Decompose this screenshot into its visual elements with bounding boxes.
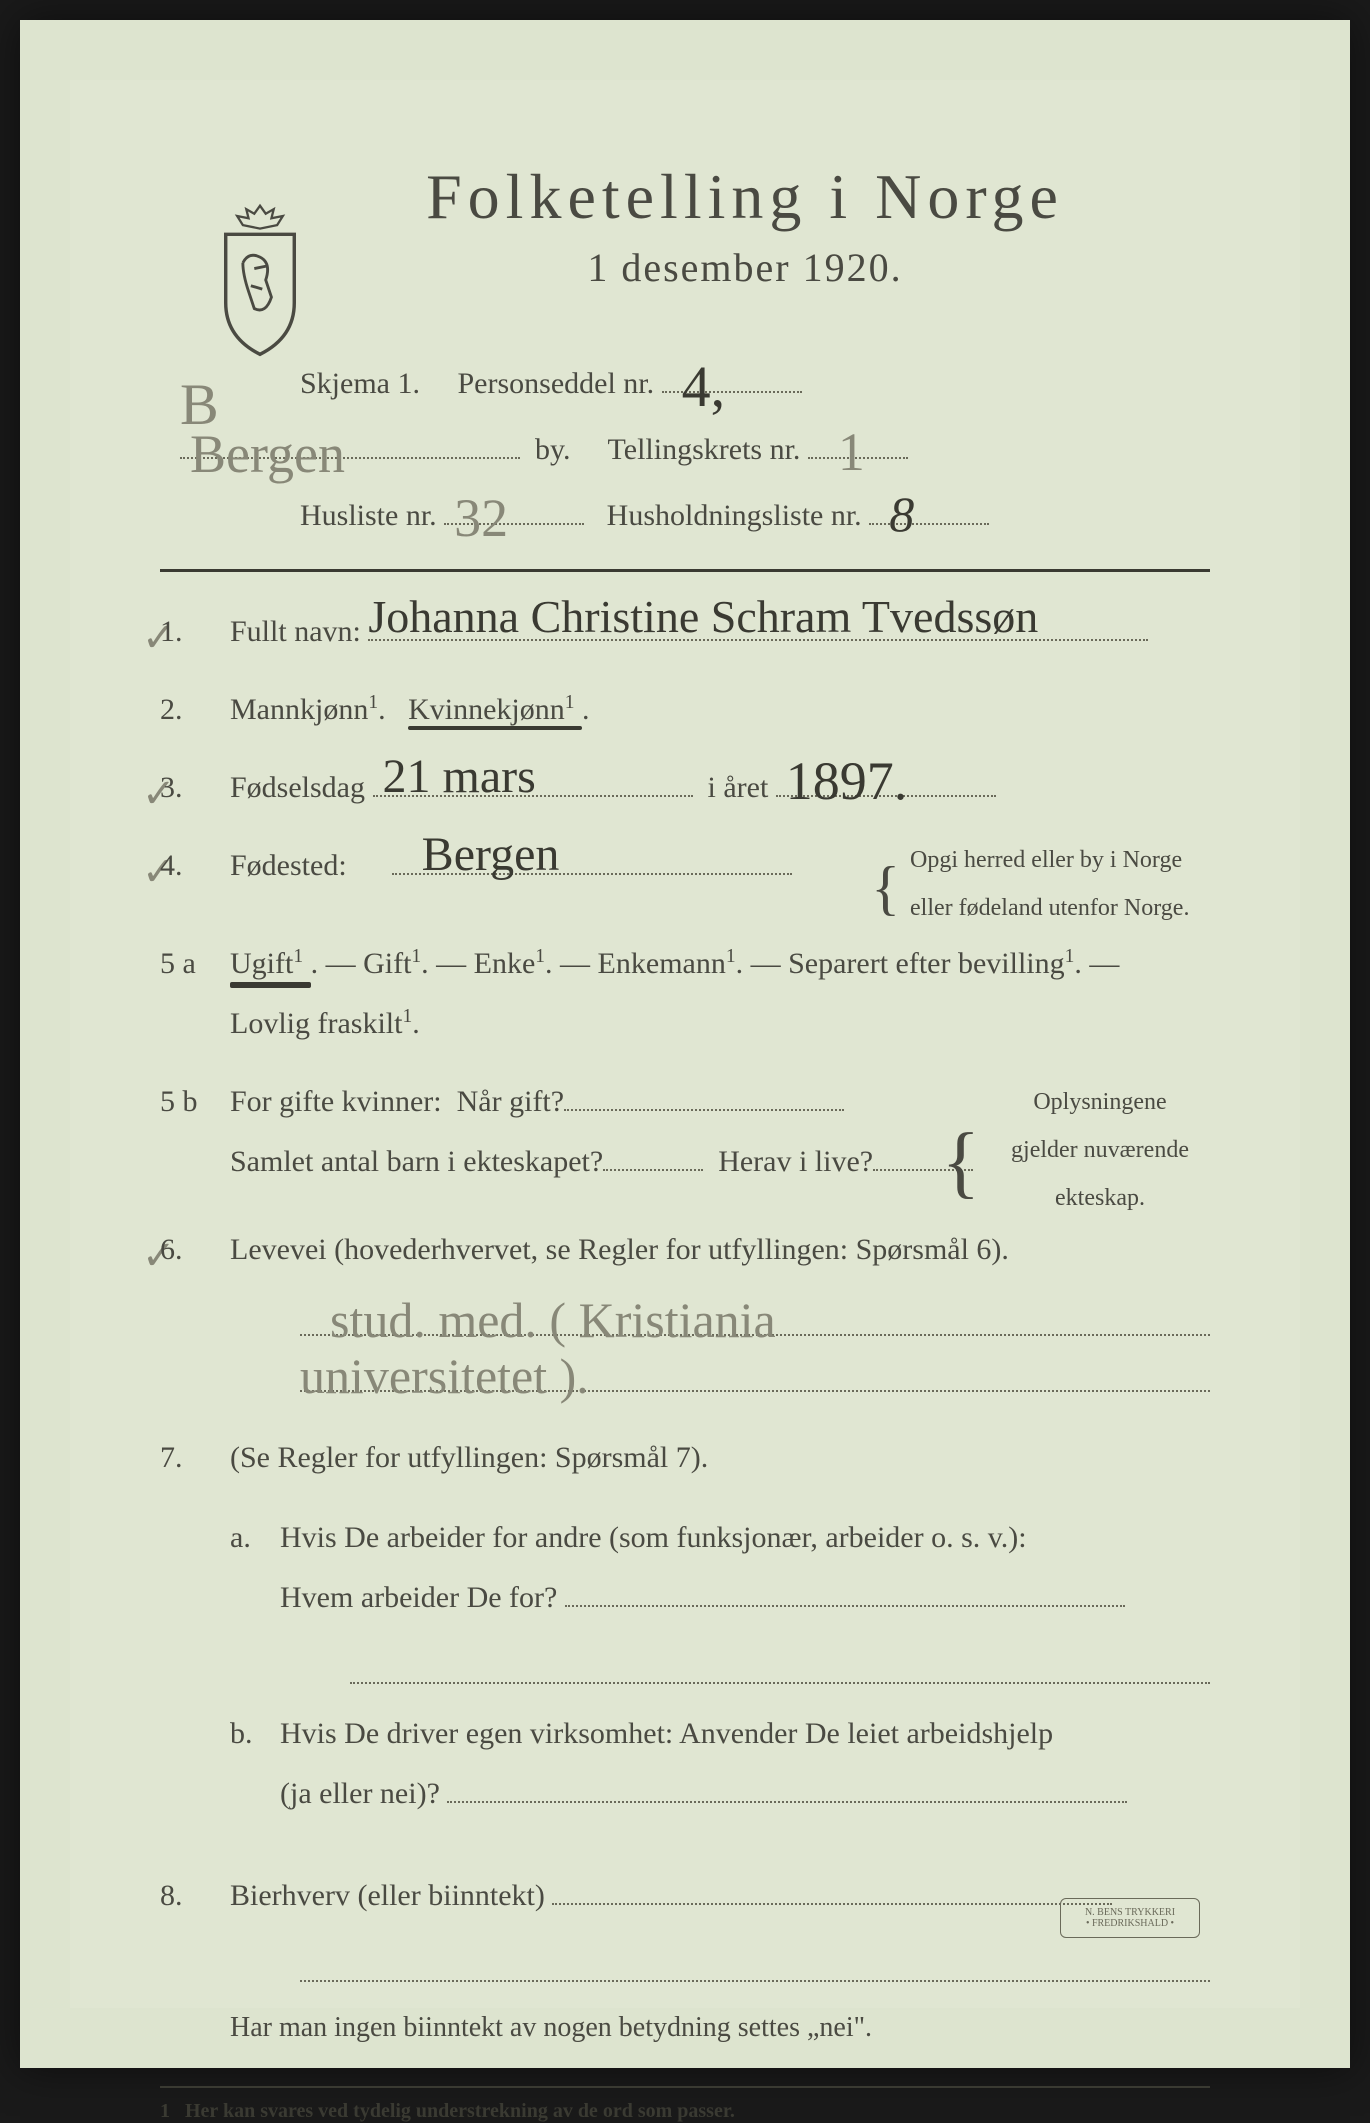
by-label: by. [535, 433, 571, 466]
q3-label: Fødselsdag [230, 771, 365, 804]
brace-icon: { [942, 1082, 980, 1242]
q7b-text2: (ja eller nei)? [280, 1777, 440, 1810]
q5a-opt1: Gift [363, 947, 411, 980]
krets-label: Tellingskrets nr. [608, 433, 801, 466]
husliste-nr: 32 [454, 459, 508, 578]
q8-row: 8. Bierhverv (eller biinntekt) [160, 1866, 1210, 1982]
q3-year-label: i året [708, 771, 769, 804]
q1-row: ✓ 1. Fullt navn: Johanna Christine Schra… [160, 602, 1210, 662]
form-sheet: Folketelling i Norge 1 desember 1920. B … [70, 80, 1300, 2008]
stamp-line1: N. BENS TRYKKERI [1085, 1907, 1175, 1918]
q2-row: 2. Mannkjønn1. Kvinnekjønn1 . [160, 680, 1210, 740]
q1-num: 1. [160, 602, 220, 662]
q2-num: 2. [160, 680, 220, 740]
q7-num: 7. [160, 1428, 220, 1488]
scanned-page: Folketelling i Norge 1 desember 1920. B … [20, 20, 1350, 2068]
person-label: Personseddel nr. [458, 367, 655, 400]
husliste-label: Husliste nr. [300, 499, 437, 532]
stamp-line2: • FREDRIKSHALD • [1086, 1918, 1174, 1929]
q4-num: 4. [160, 836, 220, 896]
footnote-text: Her kan svares ved tydelig understreknin… [185, 2100, 735, 2122]
q5b-note3: ekteskap. [990, 1174, 1210, 1222]
questions-block: ✓ 1. Fullt navn: Johanna Christine Schra… [160, 602, 1210, 2056]
divider-bottom [160, 2086, 1210, 2088]
q3-year: 1897. [786, 727, 908, 835]
q2-opt2-selected: Kvinnekjønn1 [408, 693, 582, 726]
q6-num: 6. [160, 1220, 220, 1280]
q5b-label: For gifte kvinner: [230, 1085, 442, 1118]
q4-value: Bergen [422, 807, 560, 903]
q6-label: Levevei (hovederhvervet, se Regler for u… [230, 1233, 1009, 1266]
q7a-text2: Hvem arbeider De for? [280, 1581, 557, 1614]
q5b-sub1: Når gift? [457, 1085, 564, 1118]
q8-num: 8. [160, 1866, 220, 1926]
q5b-row: 5 b For gifte kvinner: Når gift? Samlet … [160, 1072, 1210, 1202]
q5a-opt3: Enkemann [598, 947, 726, 980]
q4-label: Fødested: [230, 849, 347, 882]
q5a-opt4: Separert efter bevilling [788, 947, 1065, 980]
q1-label: Fullt navn: [230, 615, 361, 648]
footnote-marker: 1 [160, 2100, 170, 2122]
q5b-sub3: Herav i live? [718, 1145, 873, 1178]
coat-of-arms-icon [200, 200, 320, 360]
hushold-nr: 8 [889, 459, 914, 569]
q1-value: Johanna Christine Schram Tvedssøn [368, 571, 1038, 663]
q7a-text1: Hvis De arbeider for andre (som funksjon… [280, 1521, 1027, 1554]
q5a-opt0-selected: Ugift1 [230, 947, 311, 980]
q5b-note2: gjelder nuværende [990, 1126, 1210, 1174]
q6-row: ✓ 6. Levevei (hovederhvervet, se Regler … [160, 1220, 1210, 1410]
q7b-letter: b. [230, 1704, 253, 1764]
q4-note2: eller fødeland utenfor Norge. [910, 884, 1210, 932]
subtitle: 1 desember 1920. [280, 244, 1210, 291]
hushold-label: Husholdningsliste nr. [607, 499, 862, 532]
q5a-row: 5 a Ugift1 . — Gift1. — Enke1. — Enkeman… [160, 934, 1210, 1054]
q4-row: ✓ 4. Fødested: Bergen { Opgi herred elle… [160, 836, 1210, 916]
q5b-num: 5 b [160, 1072, 220, 1132]
q8-label: Bierhverv (eller biinntekt) [230, 1879, 545, 1912]
q6-value2: universitetet ). [300, 1326, 589, 1426]
q5a-num: 5 a [160, 934, 220, 994]
q3-num: 3. [160, 758, 220, 818]
q7-row: 7. (Se Regler for utfyllingen: Spørsmål … [160, 1428, 1210, 1848]
footnote: 1 Her kan svares ved tydelig understrekn… [160, 2100, 1210, 2123]
meta-block: B Skjema 1. Personseddel nr. 4, Bergen b… [300, 351, 1210, 549]
q5a-opt-extra: Lovlig fraskilt [230, 1007, 402, 1040]
printer-stamp: N. BENS TRYKKERI • FREDRIKSHALD • [1060, 1898, 1200, 1938]
q7-label: (Se Regler for utfyllingen: Spørsmål 7). [230, 1441, 708, 1474]
q5b-note1: Oplysningene [990, 1078, 1210, 1126]
q5a-opt2: Enke [474, 947, 536, 980]
q4-note1: Opgi herred eller by i Norge [910, 836, 1210, 884]
main-title: Folketelling i Norge [280, 160, 1210, 234]
brace-icon: { [871, 828, 900, 948]
q2-opt1: Mannkjønn [230, 693, 368, 726]
q7b-text1: Hvis De driver egen virksomhet: Anvender… [280, 1717, 1053, 1750]
q5b-sub2: Samlet antal barn i ekteskapet? [230, 1145, 603, 1178]
q7a-letter: a. [230, 1508, 251, 1568]
q3-row: ✓ 3. Fødselsdag 21 mars i året 1897. [160, 758, 1210, 818]
